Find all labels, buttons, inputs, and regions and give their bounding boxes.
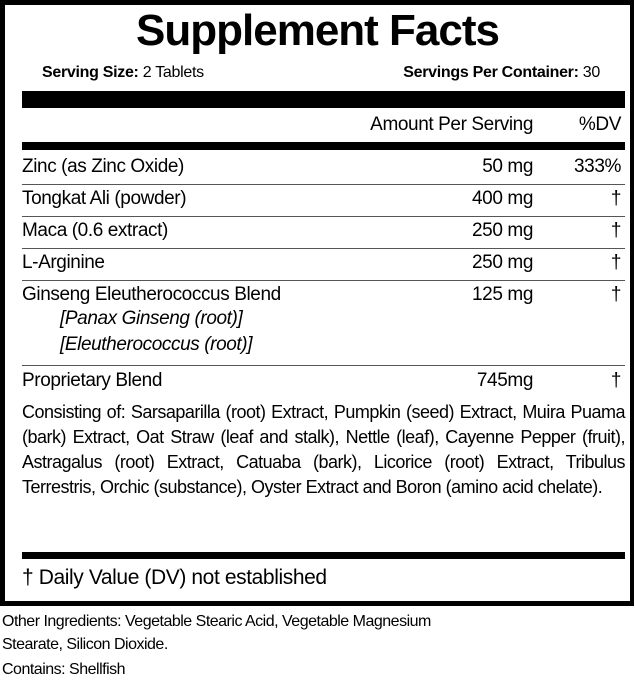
- ingredient-dv: †: [610, 252, 622, 273]
- row-divider: [22, 184, 625, 185]
- ingredient-amount: 125 mg: [472, 284, 533, 305]
- servings-per-container: Servings Per Container: 30: [403, 64, 600, 82]
- ingredient-name: Ginseng Eleutherococcus Blend: [22, 284, 281, 305]
- ingredient-row: Maca (0.6 extract) 250 mg †: [22, 220, 625, 252]
- ingredient-name: L-Arginine: [22, 252, 105, 273]
- servings-label: Servings Per Container:: [403, 64, 579, 81]
- row-divider: [22, 280, 625, 281]
- thick-divider: [22, 91, 625, 108]
- ingredient-dv: †: [610, 370, 622, 391]
- ingredient-row: Ginseng Eleutherococcus Blend 125 mg †: [22, 284, 625, 316]
- serving-size-value: 2 Tablets: [142, 64, 204, 81]
- medium-divider: [22, 552, 625, 559]
- allergen-statement: Contains: Shellfish: [2, 661, 126, 678]
- serving-size-label: Serving Size:: [42, 64, 139, 81]
- sub-ingredient: [Eleutherococcus (root)]: [60, 334, 253, 355]
- row-divider: [22, 216, 625, 217]
- ingredient-name: Tongkat Ali (powder): [22, 188, 187, 209]
- blend-description: Consisting of: Sarsaparilla (root) Extra…: [22, 402, 626, 497]
- ingredient-amount: 50 mg: [482, 156, 533, 177]
- ingredient-row: Proprietary Blend 745mg †: [22, 370, 625, 402]
- ingredient-amount: 745mg: [476, 370, 534, 391]
- servings-value: 30: [582, 64, 601, 81]
- column-header: Amount Per Serving %DV: [22, 114, 625, 146]
- medium-divider: [22, 142, 625, 150]
- footnote: † Daily Value (DV) not established: [22, 566, 327, 589]
- ingredient-amount: 250 mg: [472, 220, 533, 241]
- ingredient-row: L-Arginine 250 mg †: [22, 252, 625, 284]
- ingredient-row: Tongkat Ali (powder) 400 mg †: [22, 188, 625, 220]
- ingredient-dv: †: [610, 284, 622, 305]
- row-divider: [22, 365, 625, 366]
- ingredient-dv: †: [610, 220, 622, 241]
- ingredient-dv: †: [610, 188, 622, 209]
- serving-size: Serving Size: 2 Tablets: [42, 64, 204, 82]
- panel-title: Supplement Facts: [136, 6, 500, 55]
- supplement-facts-panel: [0, 0, 634, 606]
- dv-header: %DV: [578, 114, 621, 135]
- sub-ingredient: [Panax Ginseng (root)]: [60, 308, 243, 329]
- ingredient-amount: 250 mg: [472, 252, 533, 273]
- row-divider: [22, 248, 625, 249]
- ingredient-amount: 400 mg: [472, 188, 533, 209]
- ingredient-name: Proprietary Blend: [22, 370, 162, 391]
- ingredient-row: Zinc (as Zinc Oxide) 50 mg 333%: [22, 156, 625, 188]
- ingredient-name: Zinc (as Zinc Oxide): [22, 156, 184, 177]
- ingredient-dv: 333%: [574, 156, 621, 177]
- other-ingredients: Other Ingredients: Vegetable Stearic Aci…: [2, 613, 431, 653]
- ingredient-name: Maca (0.6 extract): [22, 220, 168, 241]
- amount-header: Amount Per Serving: [370, 114, 533, 135]
